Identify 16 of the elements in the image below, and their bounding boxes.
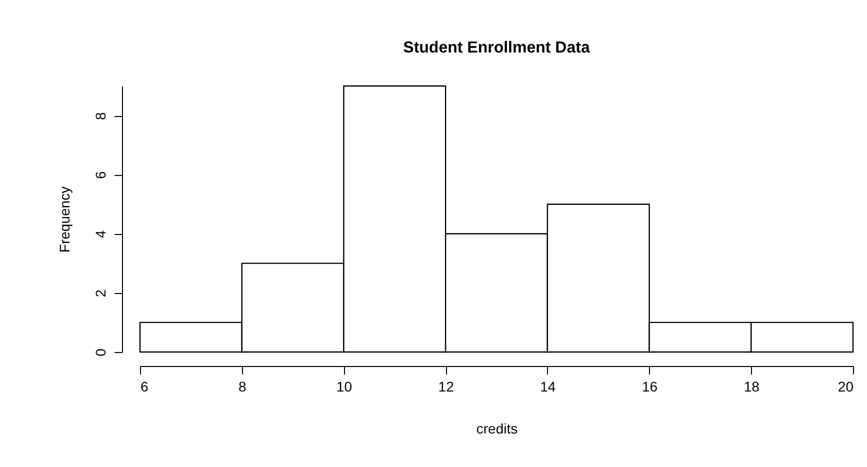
x-tick-label: 6	[140, 378, 148, 394]
x-tick-label: 12	[438, 378, 454, 394]
x-tick-label: 14	[540, 378, 556, 394]
y-tick-label: 4	[92, 230, 108, 238]
y-tick-label: 0	[92, 348, 108, 356]
x-tick-label: 16	[642, 378, 658, 394]
x-axis-title: credits	[476, 420, 518, 436]
x-tick-label: 20	[838, 378, 854, 394]
chart-title: Student Enrollment Data	[403, 39, 590, 56]
x-tick-label: 8	[238, 378, 246, 394]
x-tick-label: 10	[336, 378, 352, 394]
y-tick-label: 8	[92, 112, 108, 120]
y-axis-title: Frequency	[56, 186, 72, 253]
x-tick-label: 18	[744, 378, 760, 394]
y-tick-label: 2	[92, 289, 108, 298]
y-tick-label: 6	[92, 171, 108, 180]
